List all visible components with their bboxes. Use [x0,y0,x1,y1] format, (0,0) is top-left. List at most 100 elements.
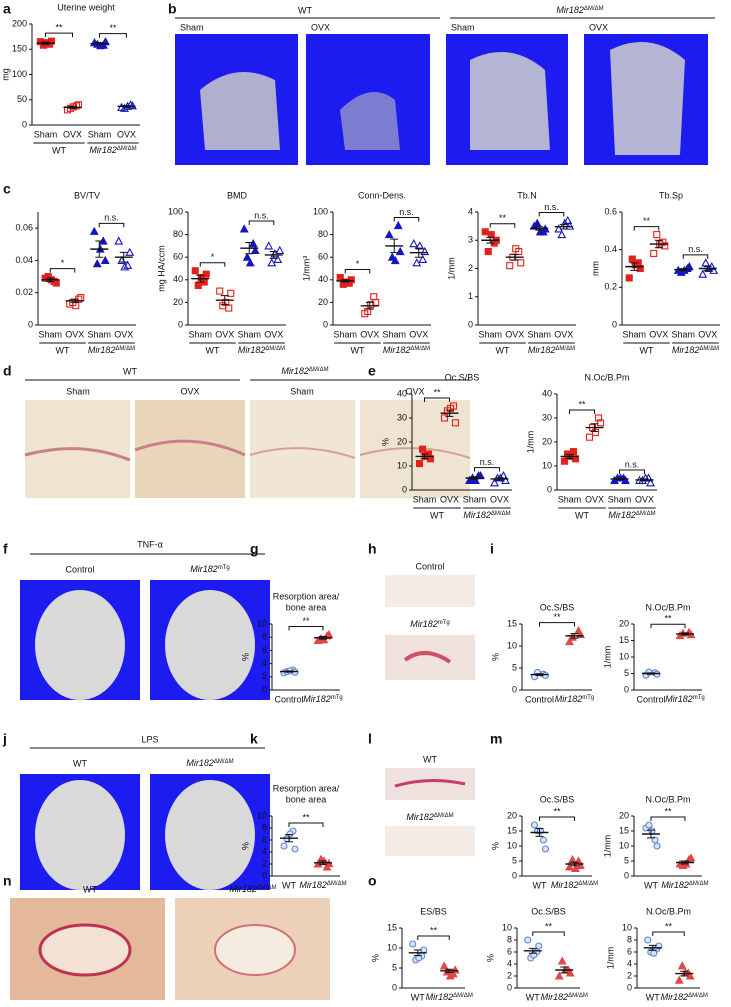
skull [165,780,255,890]
error-bar [46,277,55,282]
y-tick-label: 8 [262,822,267,832]
error-bar [535,226,544,231]
significance-bracket [45,32,73,38]
significance-label: * [356,259,360,269]
condition: OVX [311,22,330,32]
significance-bracket [288,822,324,827]
data-point [291,845,299,853]
data-point [439,961,449,970]
y-tick-label: 4 [507,958,512,968]
x-tick-label: Mir182mTg [303,694,343,704]
y-axis-label: % [485,954,495,962]
label: Mir182ΔM/ΔM [186,758,233,768]
group-label: WT [575,510,589,520]
error-bar [413,949,422,957]
data-point [701,258,711,267]
y-tick-label: 6 [627,946,632,956]
stain [24,447,131,462]
data-point [517,259,525,267]
data-point [412,258,422,267]
panel-l: WT Mir182ΔM/ΔM [385,754,475,856]
x-tick-label: Mir182ΔM/ΔM [661,992,708,1002]
data-point [651,836,659,844]
y-tick-label: 6 [507,946,512,956]
group-label: Mir182ΔM/ΔM [528,345,575,355]
error-bar [615,477,624,481]
significance-label: n.s. [104,213,119,223]
data-point [393,220,403,230]
data-point [512,245,520,253]
y-axis-label: % [370,954,380,962]
label: Control [415,561,444,571]
data-point [409,940,417,948]
y-tick-label: 3 [468,235,473,245]
gene: Mir182 [186,758,214,768]
error-bar [470,476,479,480]
y-tick-label: 20 [397,436,407,446]
y-tick-label: 5 [624,855,629,865]
data-point [114,236,124,245]
x-tick-label: WT [411,992,425,1002]
data-point [557,956,567,965]
y-tick-label: 5 [624,668,629,678]
x-tick-label: Sham [478,329,502,339]
chart-title: Oc.S/BS [540,602,575,612]
data-point [92,258,102,268]
error-bar [570,861,579,867]
significance-bracket [288,626,324,631]
y-tick-label: 15 [507,825,517,835]
significance-label: n.s. [480,457,495,467]
significance-label: ** [109,23,117,33]
data-point [445,971,455,980]
data-point [535,227,545,236]
data-point [646,478,655,487]
error-bar [445,409,454,417]
label: Mir182ΔM/ΔM [406,812,453,822]
error-bar [196,274,205,283]
data-point [194,281,202,290]
data-point [409,238,419,248]
data-point [100,255,110,264]
y-axis-label: 1/mm [602,646,612,669]
error-bar [285,670,293,673]
data-point [481,228,489,236]
error-bar [365,301,374,310]
y-tick-label: 2 [627,970,632,980]
y-tick-label: 80 [173,229,183,239]
significance-label: ** [302,812,310,822]
x-tick-label: OVX [215,329,234,339]
gene: Mir182 [190,564,218,574]
significance-label: n.s. [625,459,640,469]
y-tick-label: 0 [624,684,629,694]
data-point [648,827,656,835]
y-tick-label: 0.06 [15,223,33,233]
panel-j: LPS WT Mir182ΔM/ΔM [20,734,270,890]
data-point [506,262,514,270]
y-tick-label: 0 [262,684,267,694]
group-label: Mir182ΔM/ΔM [383,345,430,355]
error-bar [565,453,574,459]
y-tick-label: 20 [318,297,328,307]
y-axis-label: % [490,842,500,850]
y-tick-label: 0.6 [604,206,617,216]
condition: Sham [180,22,204,32]
panel-letter: n [3,873,12,889]
error-bar [414,247,423,258]
data-point [471,475,480,484]
chart-title: Uterine weight [57,2,115,12]
data-point [286,830,294,838]
data-point [625,274,633,282]
x-tick-label: OVX [505,329,524,339]
condition: OVX [589,22,608,32]
error-bar [681,860,689,865]
x-tick-label: Sham [622,329,646,339]
error-bar [647,672,655,675]
y-axis-label: 1/mm³ [301,256,311,282]
data-point [535,942,543,950]
y-tick-label: 0 [512,870,517,880]
gene: Mir182 [528,345,556,355]
data-point [524,936,532,944]
data-point [560,457,569,465]
